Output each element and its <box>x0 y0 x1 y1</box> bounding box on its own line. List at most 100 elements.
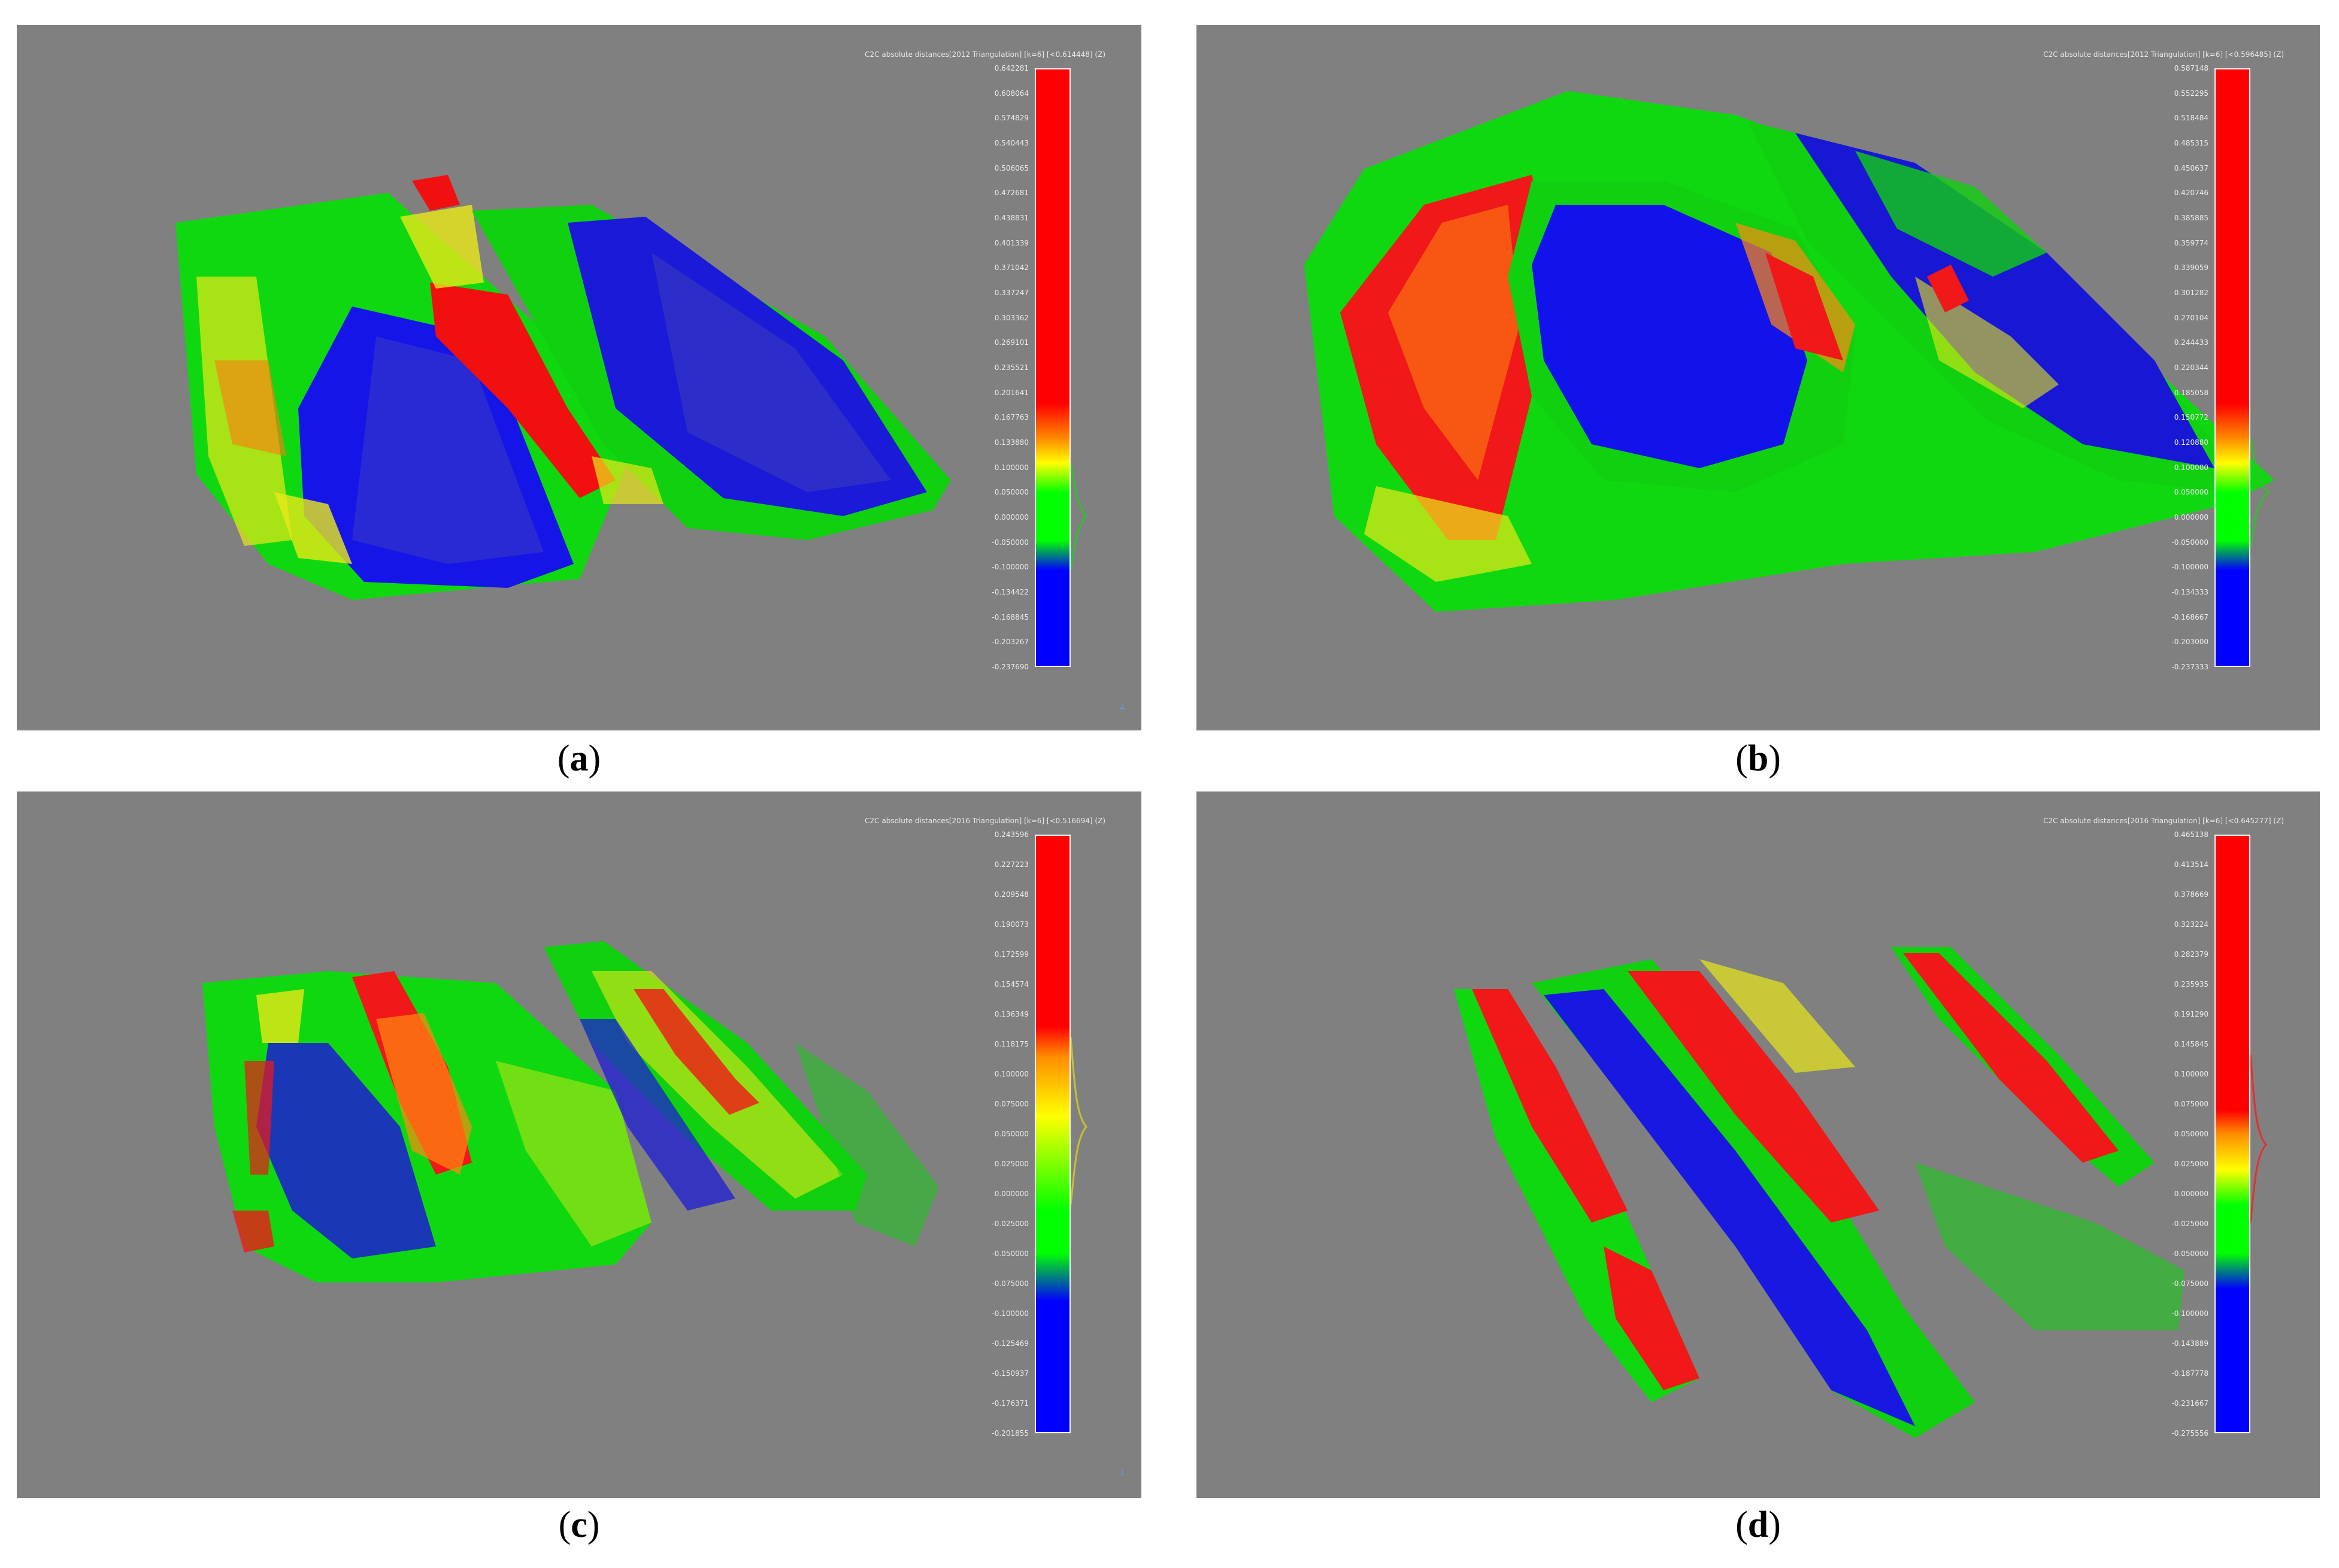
scale-tick-label: 0.472681 <box>994 189 1029 198</box>
scalar-field-title: C2C absolute distances[2016 Triangulatio… <box>865 817 1105 825</box>
scale-tick-label: 0.136349 <box>994 1010 1029 1018</box>
scale-tick-label: 0.401339 <box>994 238 1029 247</box>
scale-tick-label: 0.243596 <box>994 830 1029 839</box>
color-scale-labels: 0.587148 0.552295 0.518484 0.485315 0.450637… <box>2137 64 2208 671</box>
scalar-field-title: C2C absolute distances[2012 Triangulatio… <box>2043 50 2284 59</box>
scale-tick-label: 0.587148 <box>2174 64 2208 72</box>
color-scale-labels: 0.243596 0.227223 0.209548 0.190073 0.172599… <box>957 830 1029 1437</box>
scale-tick-label: 0.227223 <box>994 860 1029 869</box>
scale-tick-label: -0.231667 <box>2171 1399 2208 1408</box>
scale-tick-label: 0.100000 <box>2174 463 2208 472</box>
scale-tick-label: 0.190073 <box>994 920 1029 929</box>
scale-tick-label: 0.100000 <box>994 1070 1029 1078</box>
scale-tick-label: 0.465138 <box>2174 830 2208 839</box>
caption-b: (b) <box>1735 738 1781 779</box>
scale-tick-label: -0.125469 <box>992 1339 1029 1348</box>
scalar-field-title: C2C absolute distances[2016 Triangulatio… <box>2043 817 2284 825</box>
scale-tick-label: -0.203267 <box>992 638 1029 647</box>
scale-histogram <box>1071 462 1088 571</box>
point-cloud-d <box>1454 947 2185 1438</box>
scale-tick-label: -0.050000 <box>992 538 1029 547</box>
scale-tick-label: 0.270104 <box>2174 313 2208 322</box>
scale-tick-label: 0.167763 <box>994 413 1029 422</box>
scale-tick-label: 0.552295 <box>2174 89 2208 98</box>
scale-tick-label: 0.025000 <box>994 1160 1029 1168</box>
scale-tick-label: 0.000000 <box>994 1190 1029 1198</box>
scale-tick-label: -0.237333 <box>2171 663 2208 671</box>
scale-tick-label: -0.201855 <box>992 1429 1029 1437</box>
scale-tick-label: 0.642281 <box>994 64 1029 72</box>
panel-c-viewport[interactable]: C2C absolute distances[2016 Triangulatio… <box>17 791 1141 1498</box>
color-scale-labels: 0.642281 0.608064 0.574829 0.540443 0.506065… <box>957 64 1029 671</box>
scale-tick-label: 0.050000 <box>2174 1130 2208 1138</box>
scale-tick-label: 0.378669 <box>2174 890 2208 899</box>
scalar-field-title: C2C absolute distances[2012 Triangulatio… <box>865 50 1105 59</box>
axis-triad-icon: ⊥ <box>1119 702 1126 711</box>
scale-tick-label: 0.420746 <box>2174 189 2208 198</box>
scale-tick-label: -0.237690 <box>992 663 1029 671</box>
scale-tick-label: -0.168667 <box>2171 612 2208 621</box>
scale-tick-label: 0.209548 <box>994 890 1029 899</box>
color-scale-bar <box>1035 835 1071 1433</box>
scale-tick-label: 0.269101 <box>994 338 1029 347</box>
scale-tick-label: -0.050000 <box>992 1249 1029 1258</box>
scale-tick-label: -0.100000 <box>992 563 1029 572</box>
scale-tick-label: 0.385885 <box>2174 214 2208 222</box>
scale-tick-label: 0.450637 <box>2174 163 2208 172</box>
scale-tick-label: -0.025000 <box>992 1220 1029 1228</box>
scale-tick-label: 0.413514 <box>2174 860 2208 869</box>
scale-tick-label: 0.235935 <box>2174 980 2208 988</box>
scale-tick-label: 0.301282 <box>2174 289 2208 297</box>
scale-tick-label: 0.608064 <box>994 89 1029 98</box>
scale-tick-label: 0.000000 <box>994 513 1029 521</box>
scale-tick-label: 0.075000 <box>2174 1100 2208 1108</box>
scale-tick-label: 0.235521 <box>994 363 1029 372</box>
scale-tick-label: -0.275556 <box>2171 1429 2208 1437</box>
scale-tick-label: 0.150772 <box>2174 413 2208 422</box>
scale-tick-label: -0.143889 <box>2171 1339 2208 1348</box>
scale-tick-label: -0.187778 <box>2171 1369 2208 1378</box>
axis-triad-icon: ⊥ <box>1119 1468 1126 1478</box>
scale-tick-label: 0.000000 <box>2174 513 2208 521</box>
scale-tick-label: 0.244433 <box>2174 338 2208 347</box>
scale-tick-label: 0.438831 <box>994 214 1029 222</box>
panel-a-viewport[interactable]: C2C absolute distances[2012 Triangulatio… <box>17 25 1141 730</box>
scale-tick-label: -0.050000 <box>2171 538 2208 547</box>
scale-tick-label: 0.050000 <box>994 488 1029 497</box>
scale-histogram <box>1071 1036 1088 1205</box>
scale-tick-label: 0.540443 <box>994 139 1029 147</box>
scale-tick-label: 0.220344 <box>2174 363 2208 372</box>
color-scale-bar <box>2214 835 2250 1433</box>
scale-tick-label: -0.075000 <box>992 1279 1029 1288</box>
scale-tick-label: -0.100000 <box>992 1309 1029 1318</box>
scale-tick-label: -0.100000 <box>2171 1309 2208 1318</box>
scale-tick-label: 0.100000 <box>994 463 1029 472</box>
point-cloud-a <box>175 175 951 600</box>
panel-d-viewport[interactable]: C2C absolute distances[2016 Triangulatio… <box>1196 791 2320 1498</box>
scale-tick-label: 0.339059 <box>2174 263 2208 272</box>
panel-b-viewport[interactable]: C2C absolute distances[2012 Triangulatio… <box>1196 25 2320 730</box>
scale-tick-label: 0.323224 <box>2174 920 2208 929</box>
scale-tick-label: 0.050000 <box>2174 488 2208 497</box>
scale-tick-label: 0.120880 <box>2174 438 2208 447</box>
scale-tick-label: 0.133880 <box>994 438 1029 447</box>
scale-tick-label: 0.191290 <box>2174 1010 2208 1018</box>
scale-tick-label: 0.201641 <box>994 388 1029 397</box>
scale-tick-label: 0.303362 <box>994 313 1029 322</box>
color-scale-bar <box>1035 68 1071 667</box>
scale-tick-label: 0.145845 <box>2174 1040 2208 1048</box>
caption-a: (a) <box>557 738 601 779</box>
scale-tick-label: 0.485315 <box>2174 139 2208 147</box>
color-scale-labels: 0.465138 0.413514 0.378669 0.323224 0.282379… <box>2137 830 2208 1437</box>
scale-tick-label: -0.176371 <box>992 1399 1029 1408</box>
scale-tick-label: 0.359774 <box>2174 238 2208 247</box>
caption-d: (d) <box>1735 1505 1781 1545</box>
scale-tick-label: -0.134422 <box>992 588 1029 596</box>
scale-tick-label: 0.118175 <box>994 1040 1029 1048</box>
scale-tick-label: 0.574829 <box>994 114 1029 123</box>
scale-tick-label: 0.506065 <box>994 163 1029 172</box>
scale-tick-label: 0.337247 <box>994 289 1029 297</box>
color-scale-bar <box>2214 68 2250 667</box>
scale-tick-label: 0.154574 <box>994 980 1029 988</box>
scale-tick-label: 0.518484 <box>2174 114 2208 123</box>
